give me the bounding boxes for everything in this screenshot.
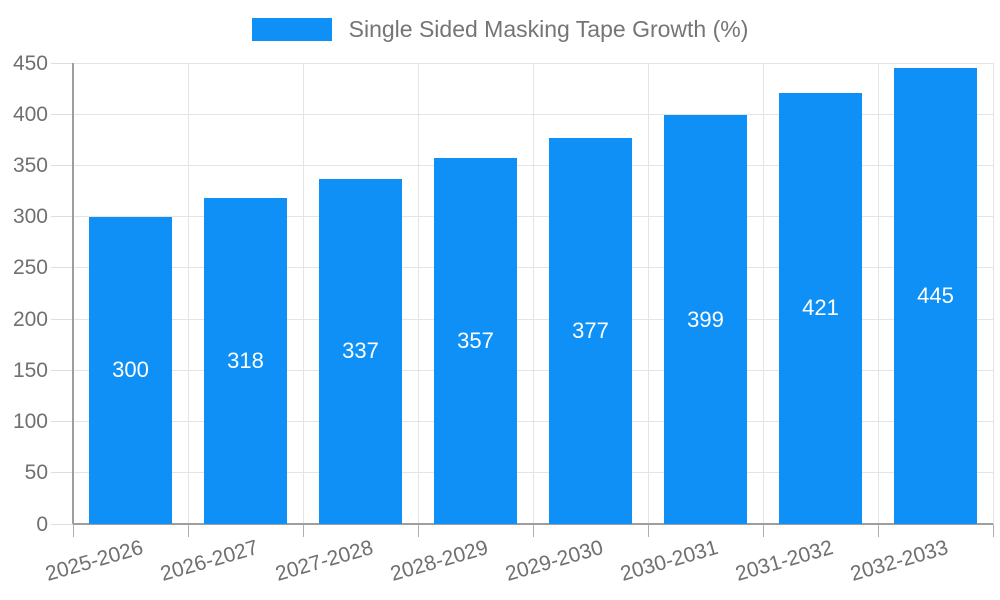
bar[interactable]: 377 [549, 137, 632, 524]
y-axis-tick-label: 300 [12, 205, 48, 229]
x-axis-tick [762, 524, 764, 537]
bar[interactable]: 357 [434, 158, 517, 524]
y-axis-tick [51, 523, 73, 525]
x-axis-category-label: 2027-2028 [272, 536, 376, 586]
gridline-vertical [877, 63, 879, 524]
x-axis-category-label: 2028-2029 [387, 536, 491, 586]
gridline-vertical [532, 63, 534, 524]
y-axis-tick-label: 400 [12, 102, 48, 126]
y-axis-tick [51, 267, 73, 269]
y-axis-tick [51, 113, 73, 115]
bar[interactable]: 421 [779, 92, 862, 524]
bar-value-label: 357 [457, 328, 494, 354]
y-axis-tick-label: 100 [12, 410, 48, 434]
y-axis-tick-label: 450 [12, 51, 48, 75]
y-axis-tick-label: 250 [12, 256, 48, 280]
x-axis-tick [877, 524, 879, 537]
bar[interactable]: 300 [89, 216, 172, 524]
gridline-vertical [992, 63, 994, 524]
bar-value-label: 421 [802, 295, 839, 321]
x-axis-tick [532, 524, 534, 537]
x-axis-tick [72, 524, 74, 537]
gridline-vertical [762, 63, 764, 524]
gridline-vertical [187, 63, 189, 524]
x-axis-category-label: 2031-2032 [732, 536, 836, 586]
bar[interactable]: 399 [664, 115, 747, 524]
y-axis-tick [51, 164, 73, 166]
gridline-vertical [417, 63, 419, 524]
x-axis-tick [417, 524, 419, 537]
bar-value-label: 337 [342, 338, 379, 364]
x-axis-tick [647, 524, 649, 537]
bar-value-label: 445 [917, 283, 954, 309]
y-axis-tick-label: 350 [12, 153, 48, 177]
x-axis-category-label: 2026-2027 [157, 536, 261, 586]
y-axis-tick [51, 421, 73, 423]
x-axis-category-label: 2032-2033 [847, 536, 951, 586]
bar-value-label: 399 [687, 306, 724, 332]
legend-swatch-icon[interactable] [251, 18, 332, 41]
gridline-vertical [302, 63, 304, 524]
y-axis-tick [51, 216, 73, 218]
x-axis-category-label: 2025-2026 [42, 536, 146, 586]
bar-value-label: 318 [227, 348, 264, 374]
bar-value-label: 300 [112, 357, 149, 383]
y-axis-tick-label: 0 [36, 512, 48, 536]
bar[interactable]: 337 [319, 178, 402, 524]
x-axis-tick [302, 524, 304, 537]
bar-value-label: 377 [572, 317, 609, 343]
x-axis-tick [992, 524, 994, 537]
gridline-vertical [647, 63, 649, 524]
y-axis-line [72, 63, 74, 524]
bar[interactable]: 445 [894, 68, 977, 524]
y-axis-tick [51, 369, 73, 371]
x-axis-category-label: 2029-2030 [502, 536, 606, 586]
y-axis-tick-label: 150 [12, 358, 48, 382]
bar[interactable]: 318 [204, 198, 287, 524]
legend-label: Single Sided Masking Tape Growth (%) [348, 16, 749, 42]
x-axis-line [73, 523, 993, 525]
y-axis-tick [51, 318, 73, 320]
y-axis-tick-label: 200 [12, 307, 48, 331]
y-axis-tick [51, 62, 73, 64]
y-axis-tick [51, 472, 73, 474]
y-axis-tick-label: 50 [24, 461, 48, 485]
legend[interactable]: Single Sided Masking Tape Growth (%) [0, 16, 1000, 43]
x-axis-tick [187, 524, 189, 537]
x-axis-category-label: 2030-2031 [617, 536, 721, 586]
